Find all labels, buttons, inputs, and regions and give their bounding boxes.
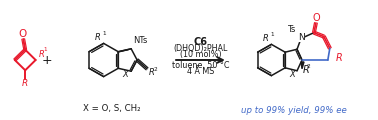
Text: 1: 1 xyxy=(43,47,47,52)
Text: R: R xyxy=(149,68,155,77)
Text: (DHQD)₂PHAL: (DHQD)₂PHAL xyxy=(173,44,228,53)
Text: 2: 2 xyxy=(153,67,157,72)
Text: R: R xyxy=(336,53,342,63)
Text: R: R xyxy=(39,50,45,59)
Text: +: + xyxy=(42,54,53,66)
Text: 4 Å MS: 4 Å MS xyxy=(187,67,214,76)
Text: R: R xyxy=(95,33,101,42)
Text: Ts: Ts xyxy=(288,25,296,34)
Text: 1: 1 xyxy=(103,31,106,36)
Text: N: N xyxy=(297,33,304,42)
Text: 1: 1 xyxy=(270,32,274,37)
Text: up to 99% yield, 99% ee: up to 99% yield, 99% ee xyxy=(241,106,347,115)
Text: R: R xyxy=(303,65,310,75)
Text: NTs: NTs xyxy=(133,36,147,45)
Text: 2: 2 xyxy=(307,64,311,69)
Text: O: O xyxy=(18,29,26,39)
Text: X = O, S, CH₂: X = O, S, CH₂ xyxy=(83,104,140,113)
Text: X: X xyxy=(289,70,295,79)
Text: N: N xyxy=(297,33,304,42)
Text: R: R xyxy=(22,79,28,88)
Text: toluene, 50 °C: toluene, 50 °C xyxy=(172,61,229,70)
Polygon shape xyxy=(301,62,304,69)
Text: R: R xyxy=(263,34,268,43)
Text: X: X xyxy=(123,70,129,79)
Text: O: O xyxy=(312,13,320,23)
Text: C6: C6 xyxy=(194,37,208,47)
Text: (10 mol%): (10 mol%) xyxy=(180,50,221,59)
